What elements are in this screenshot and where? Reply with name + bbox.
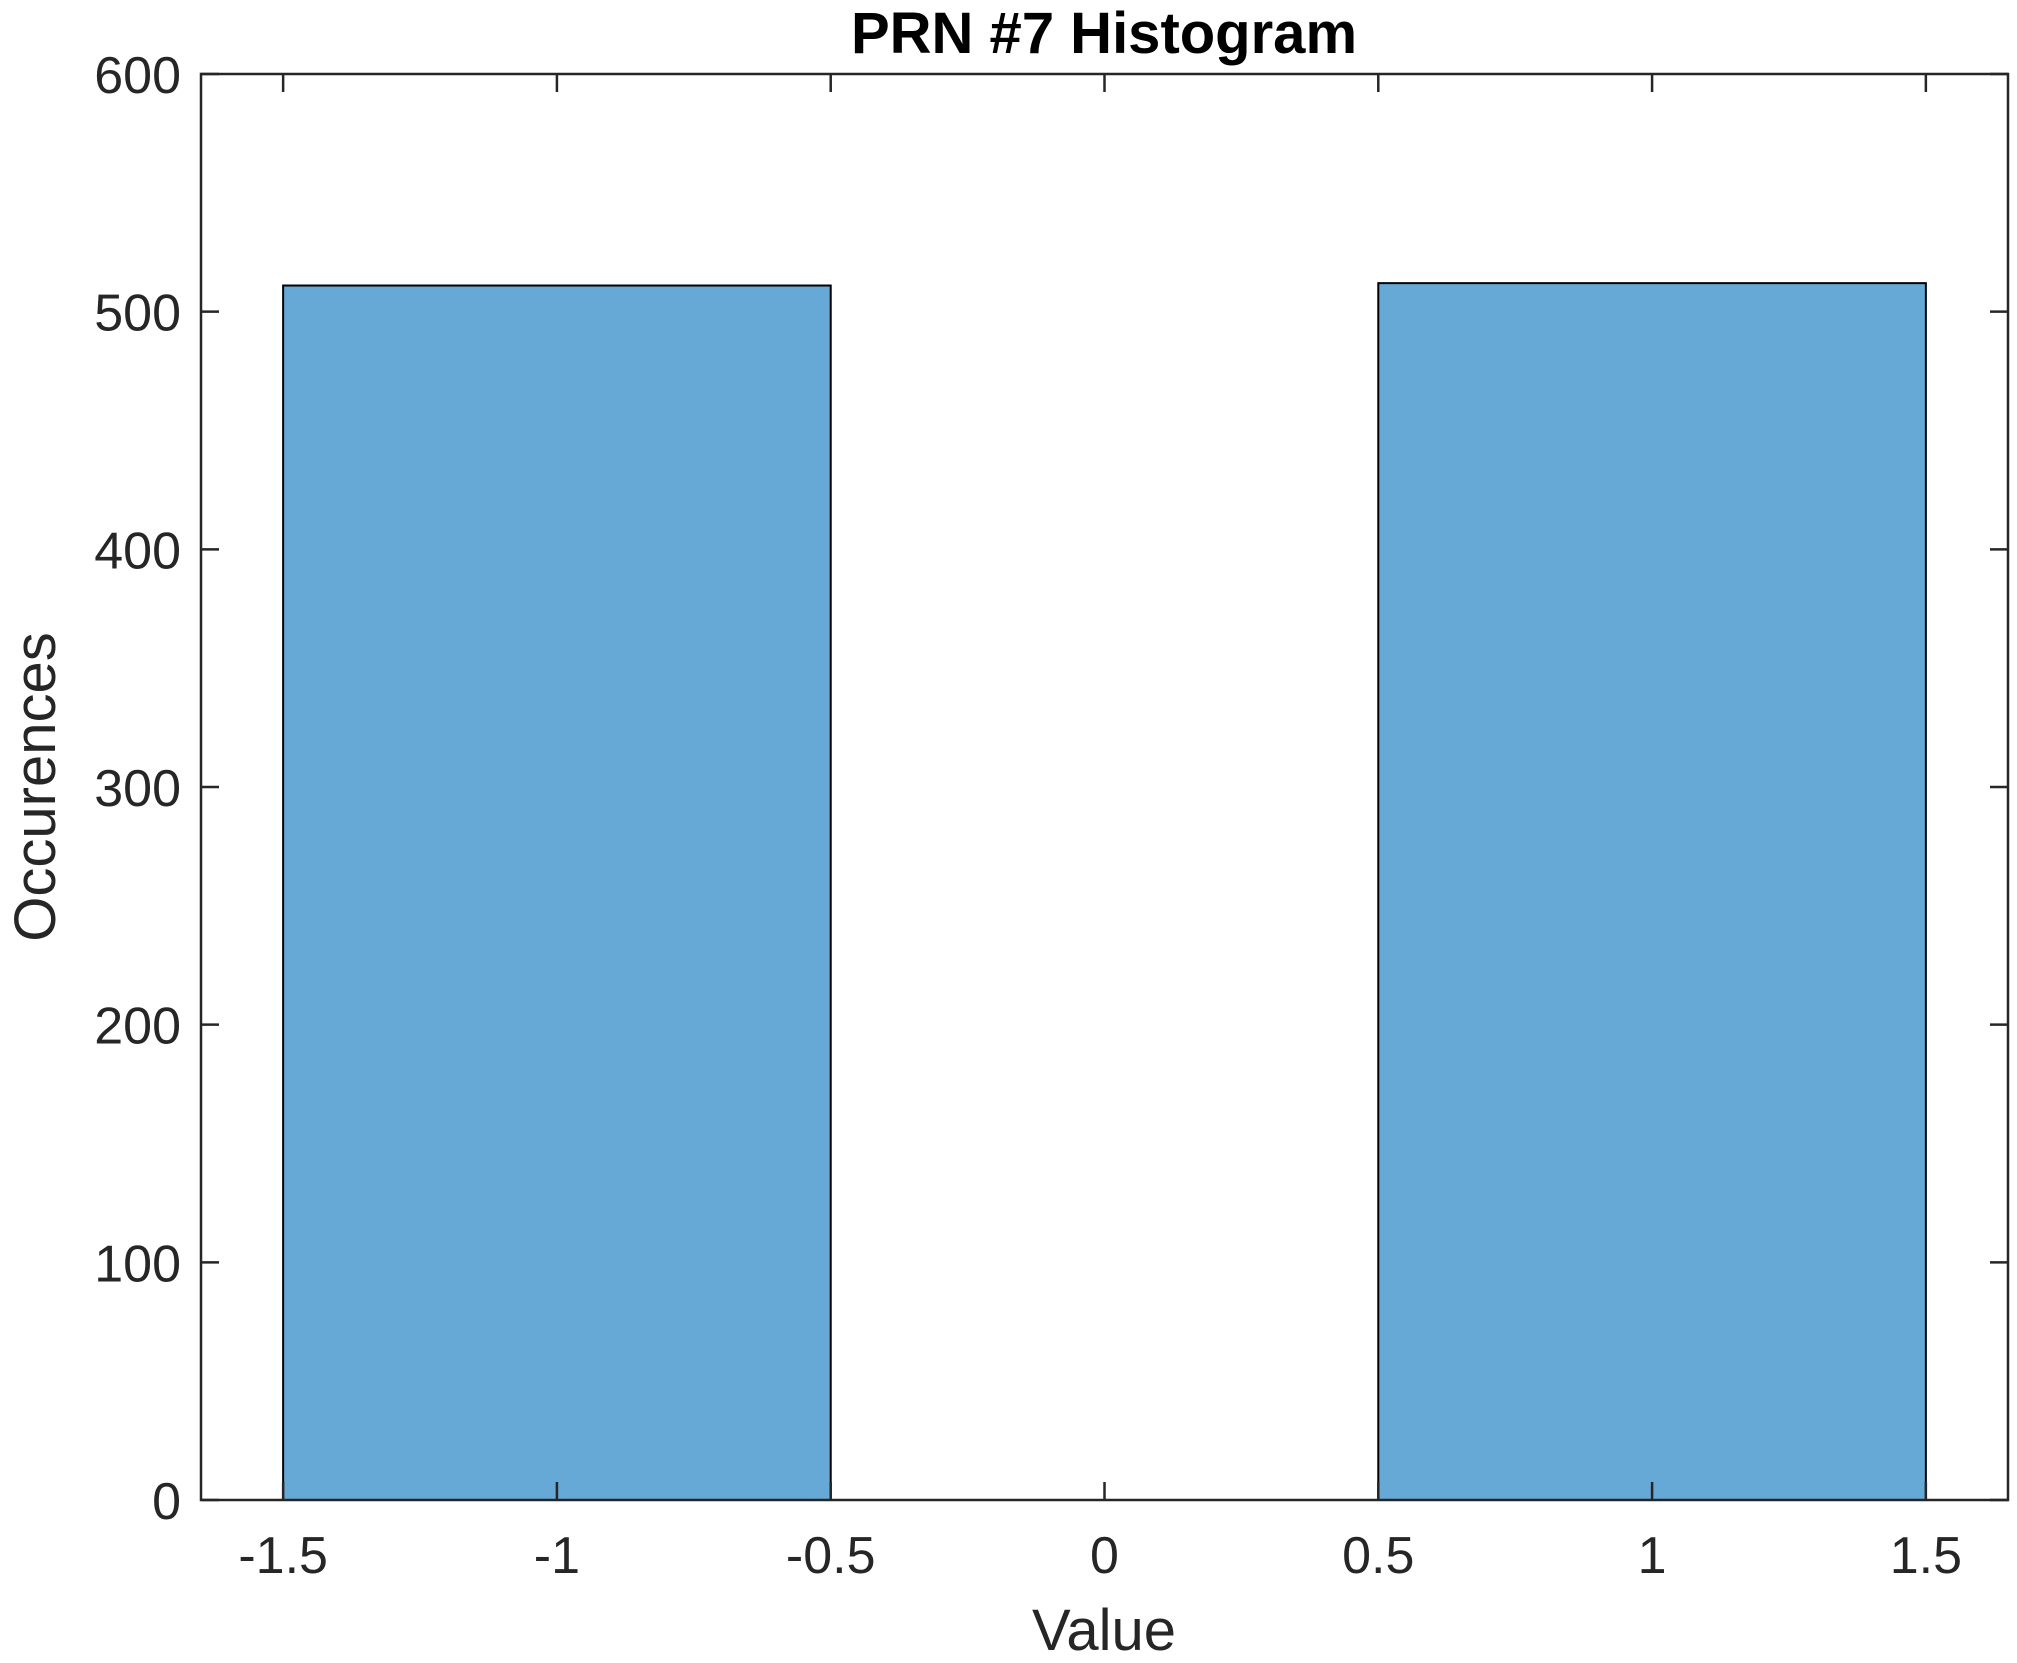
bars-layer — [282, 282, 1927, 1502]
histogram-bar-0 — [282, 284, 832, 1502]
y-tick-label-3: 300 — [94, 760, 181, 818]
y-tick-label-5: 500 — [94, 285, 181, 343]
x-tick-label-0: -1.5 — [238, 1527, 328, 1585]
x-tick-label-4: 0.5 — [1342, 1527, 1414, 1585]
x-tick-label-6: 1.5 — [1890, 1527, 1962, 1585]
x-tick-label-2: -0.5 — [786, 1527, 876, 1585]
y-tick-label-0: 0 — [152, 1473, 181, 1531]
y-tick-label-4: 400 — [94, 522, 181, 580]
y-tick-label-2: 200 — [94, 998, 181, 1056]
x-tick-label-1: -1 — [534, 1527, 580, 1585]
y-tick-label-6: 600 — [94, 47, 181, 105]
y-tick-label-1: 100 — [94, 1235, 181, 1293]
chart-title: PRN #7 Histogram — [851, 1, 1357, 66]
x-tick-label-5: 1 — [1638, 1527, 1667, 1585]
ticks-layer: -1.5 -1 -0.5 0 0.5 1 1.5 0 100 200 300 400 500 600 — [94, 47, 2008, 1585]
y-axis-label: Occurences — [3, 632, 68, 941]
x-tick-label-3: 0 — [1090, 1527, 1119, 1585]
x-axis-label: Value — [1032, 1598, 1176, 1663]
histogram-bar-2 — [1377, 282, 1927, 1502]
